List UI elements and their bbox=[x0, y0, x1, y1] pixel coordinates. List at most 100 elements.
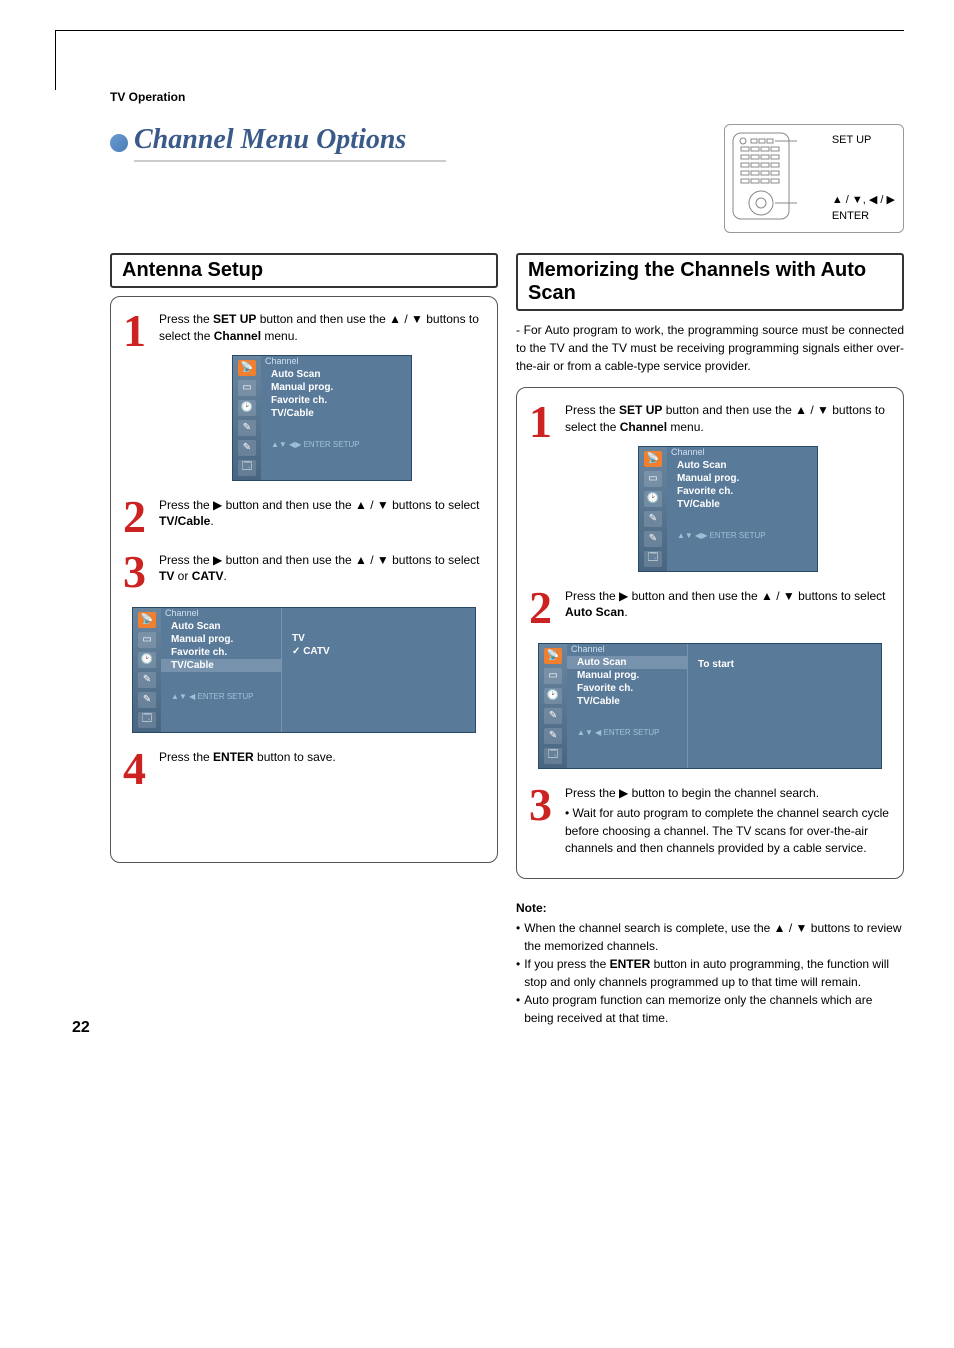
right-steps-box: 1 Press the SET UP button and then use t… bbox=[516, 387, 904, 879]
remote-label-enter: ENTER bbox=[832, 209, 895, 224]
left-heading: Antenna Setup bbox=[122, 259, 486, 282]
osd-footer: ▲▼ ◀▶ ENTER SETUP bbox=[677, 531, 807, 540]
left-heading-box: Antenna Setup bbox=[110, 253, 498, 288]
osd-item-highlight: Auto Scan bbox=[567, 656, 687, 669]
osd-icon-channel: 📡 bbox=[138, 612, 156, 628]
osd-title: Channel bbox=[671, 447, 807, 457]
page-number: 22 bbox=[72, 1019, 90, 1037]
page-title-row: Channel Menu Options bbox=[110, 124, 446, 162]
osd-item: Favorite ch. bbox=[677, 485, 807, 498]
step-number: 1 bbox=[529, 402, 557, 572]
t: menu. bbox=[667, 420, 704, 434]
left-step-1: 1 Press the SET UP button and then use t… bbox=[123, 311, 485, 481]
t: Press the ▶ button and then use the ▲ / … bbox=[565, 589, 886, 603]
right-heading: Memorizing the Channels with Auto Scan bbox=[528, 259, 892, 305]
step-number: 3 bbox=[529, 785, 557, 858]
osd-item: TV/Cable bbox=[577, 695, 677, 708]
osd-icon-option: ✎ bbox=[644, 531, 662, 547]
t: Press the ▶ button and then use the ▲ / … bbox=[159, 553, 480, 567]
left-step-3: 3 Press the ▶ button and then use the ▲ … bbox=[123, 552, 485, 591]
remote-label-nav: ▲ / ▼, ◀ / ▶ bbox=[832, 193, 895, 208]
step-text: Press the ENTER button to save. bbox=[159, 749, 485, 766]
osd-title: Channel bbox=[165, 608, 271, 618]
title-bullet-icon bbox=[110, 134, 128, 152]
note-title: Note: bbox=[516, 899, 904, 917]
osd-item: Auto Scan bbox=[271, 368, 401, 381]
t: Press the ▶ button and then use the ▲ / … bbox=[159, 498, 480, 512]
osd-sub-item: ✓ CATV bbox=[292, 645, 361, 658]
osd-footer: ▲▼ ◀▶ ENTER SETUP bbox=[271, 440, 401, 449]
step-text: Press the ▶ button to begin the channel … bbox=[565, 785, 891, 802]
osd-icon-option: ✎ bbox=[544, 728, 562, 744]
osd-icon-channel: 📡 bbox=[644, 451, 662, 467]
page-top-rule bbox=[55, 30, 904, 31]
osd-item: Manual prog. bbox=[271, 381, 401, 394]
osd-item: Manual prog. bbox=[577, 669, 677, 682]
osd-title: Channel bbox=[571, 644, 677, 654]
t: ENTER bbox=[610, 957, 651, 971]
step-text: Press the ▶ button and then use the ▲ / … bbox=[159, 552, 485, 586]
osd-icon-lock: 🗔 bbox=[138, 712, 156, 728]
osd-item-highlight: TV/Cable bbox=[161, 659, 281, 672]
t: SET UP bbox=[619, 403, 662, 417]
step-number: 3 bbox=[123, 552, 151, 591]
step-number: 4 bbox=[123, 749, 151, 788]
osd-icon-lock: 🗔 bbox=[544, 748, 562, 764]
osd-icon-sound: 🕑 bbox=[138, 652, 156, 668]
osd-menu: 📡 ▭ 🕑 ✎ ✎ 🗔 Channel Auto Scan Manual pro… bbox=[232, 355, 412, 481]
osd-icon-channel: 📡 bbox=[544, 648, 562, 664]
t: When the channel search is complete, use… bbox=[524, 919, 904, 955]
osd-item: TV/Cable bbox=[271, 407, 401, 420]
left-step-2: 2 Press the ▶ button and then use the ▲ … bbox=[123, 497, 485, 536]
t: Auto Scan bbox=[565, 605, 624, 619]
osd-icon-sound: 🕑 bbox=[544, 688, 562, 704]
step-bullet: Wait for auto program to complete the ch… bbox=[565, 805, 891, 857]
right-step-3: 3 Press the ▶ button to begin the channe… bbox=[529, 785, 891, 858]
osd-icon-picture: ▭ bbox=[238, 380, 256, 396]
page-title: Channel Menu Options bbox=[134, 124, 446, 162]
right-step-2: 2 Press the ▶ button and then use the ▲ … bbox=[529, 588, 891, 627]
osd-icon-picture: ▭ bbox=[544, 668, 562, 684]
note-item: If you press the ENTER button in auto pr… bbox=[516, 955, 904, 991]
osd-footer: ▲▼ ◀ ENTER SETUP bbox=[577, 728, 677, 737]
osd-menu-wide: 📡 ▭ 🕑 ✎ ✎ 🗔 Channel Auto Scan Manual pro… bbox=[132, 607, 476, 733]
t: SET UP bbox=[213, 312, 256, 326]
step-text: Press the SET UP button and then use the… bbox=[159, 311, 485, 345]
right-step-1: 1 Press the SET UP button and then use t… bbox=[529, 402, 891, 572]
osd-menu-wide: 📡 ▭ 🕑 ✎ ✎ 🗔 Channel Auto Scan Manual pro… bbox=[538, 643, 882, 769]
step-number: 2 bbox=[123, 497, 151, 536]
step-text: Press the ▶ button and then use the ▲ / … bbox=[159, 497, 485, 531]
osd-icon-lock: 🗔 bbox=[238, 460, 256, 476]
osd-icon-option: ✎ bbox=[238, 440, 256, 456]
t: CATV bbox=[192, 569, 224, 583]
step-number: 1 bbox=[123, 311, 151, 481]
osd-menu: 📡 ▭ 🕑 ✎ ✎ 🗔 Channel Auto Scan Manual pro… bbox=[638, 446, 818, 572]
t: Channel bbox=[620, 420, 667, 434]
t: . bbox=[210, 514, 213, 528]
t: If you press the bbox=[524, 957, 609, 971]
osd-item: Favorite ch. bbox=[271, 394, 401, 407]
t: Press the bbox=[565, 403, 619, 417]
remote-label-setup: SET UP bbox=[832, 133, 895, 148]
step-text: Press the SET UP button and then use the… bbox=[565, 402, 891, 436]
t: ENTER bbox=[213, 750, 254, 764]
step-text: Press the ▶ button and then use the ▲ / … bbox=[565, 588, 891, 622]
t: . bbox=[624, 605, 627, 619]
note-block: Note: When the channel search is complet… bbox=[516, 899, 904, 1027]
osd-item: Manual prog. bbox=[677, 472, 807, 485]
osd-icon-picture: ▭ bbox=[138, 632, 156, 648]
osd-icon-time: ✎ bbox=[238, 420, 256, 436]
t: Auto program function can memorize only … bbox=[524, 991, 904, 1027]
left-steps-box: 1 Press the SET UP button and then use t… bbox=[110, 296, 498, 863]
note-item: Auto program function can memorize only … bbox=[516, 991, 904, 1027]
osd-title: Channel bbox=[265, 356, 401, 366]
section-header: TV Operation bbox=[110, 90, 904, 104]
osd-item: Favorite ch. bbox=[577, 682, 677, 695]
osd-icon-time: ✎ bbox=[544, 708, 562, 724]
t: . bbox=[223, 569, 226, 583]
remote-diagram: SET UP ▲ / ▼, ◀ / ▶ ENTER bbox=[724, 124, 904, 233]
t: Press the bbox=[159, 312, 213, 326]
osd-icon-time: ✎ bbox=[138, 672, 156, 688]
osd-sub-item: To start bbox=[698, 658, 767, 671]
osd-item: Favorite ch. bbox=[171, 646, 271, 659]
